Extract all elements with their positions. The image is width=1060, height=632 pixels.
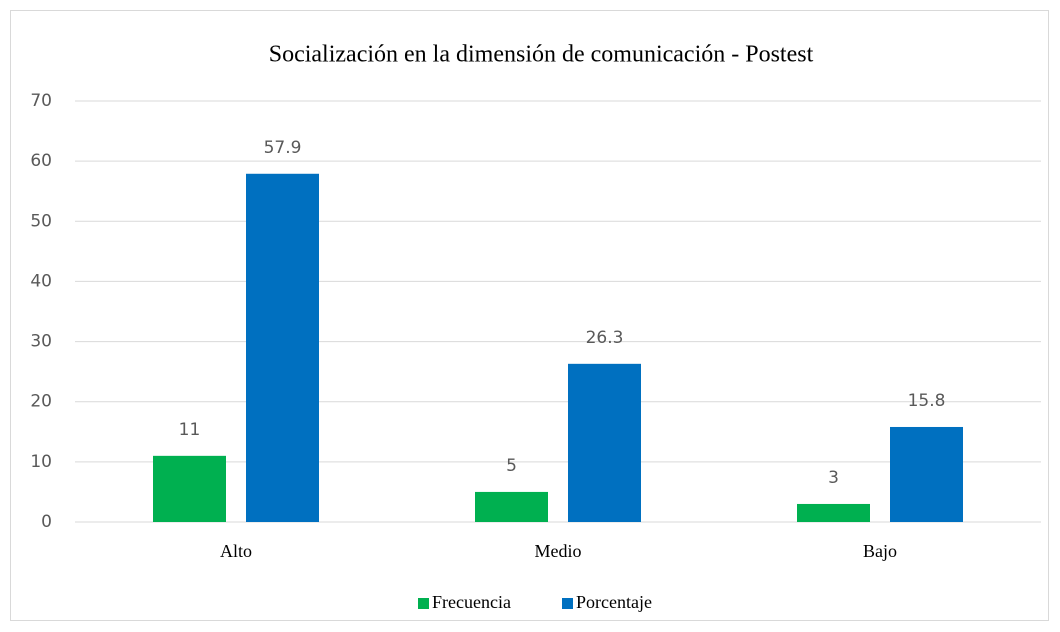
y-tick-label: 20 bbox=[30, 392, 52, 412]
data-label: 26.3 bbox=[586, 328, 624, 348]
data-label: 3 bbox=[828, 468, 839, 488]
y-tick-label: 30 bbox=[30, 332, 52, 352]
y-tick-label: 60 bbox=[30, 151, 52, 171]
y-tick-label: 70 bbox=[30, 91, 52, 111]
data-label: 15.8 bbox=[908, 391, 946, 411]
y-tick-label: 40 bbox=[30, 271, 52, 291]
bar bbox=[797, 503, 870, 522]
chart-border bbox=[10, 10, 1049, 621]
x-tick-label: Alto bbox=[220, 541, 252, 561]
y-tick-label: 0 bbox=[41, 512, 52, 532]
y-tick-label: 50 bbox=[30, 211, 52, 231]
bar bbox=[890, 426, 963, 522]
data-label: 11 bbox=[179, 420, 201, 440]
bar bbox=[153, 455, 226, 522]
legend-swatch bbox=[562, 598, 573, 609]
bar bbox=[568, 363, 641, 522]
x-tick-label: Bajo bbox=[863, 541, 897, 561]
x-tick-label: Medio bbox=[535, 541, 582, 561]
bar bbox=[475, 491, 548, 522]
data-label: 57.9 bbox=[264, 138, 302, 158]
data-label: 5 bbox=[506, 456, 517, 476]
legend-swatch bbox=[418, 598, 429, 609]
bar bbox=[246, 173, 319, 522]
legend-label: Porcentaje bbox=[576, 592, 652, 612]
legend-label: Frecuencia bbox=[432, 592, 511, 612]
y-tick-label: 10 bbox=[30, 452, 52, 472]
chart-title: Socialización en la dimensión de comunic… bbox=[269, 42, 814, 68]
